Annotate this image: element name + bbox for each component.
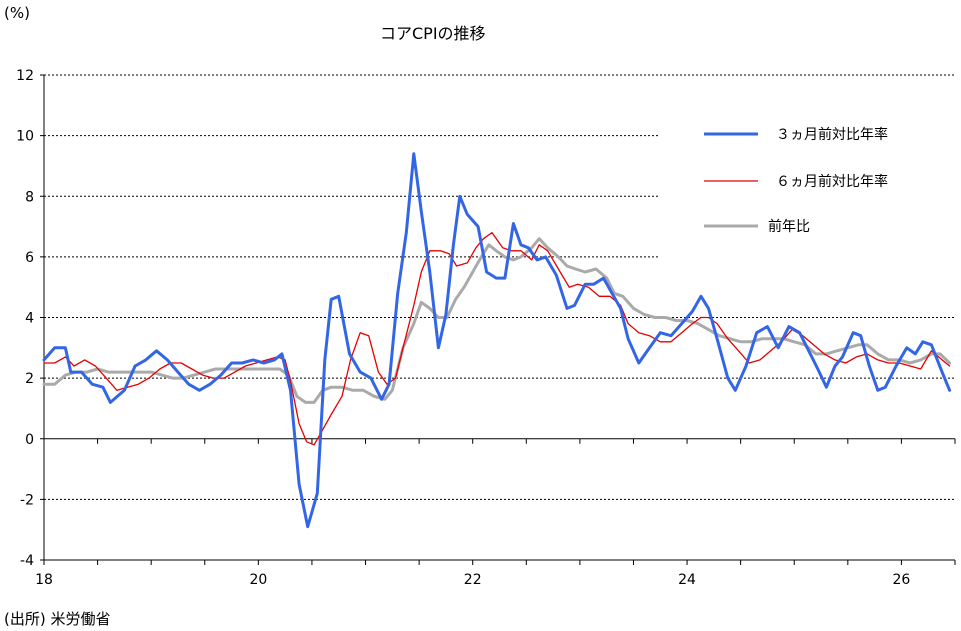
x-tick-label: 22 [464,572,482,588]
series-lines [42,152,952,529]
series-line-2 [42,237,952,404]
x-tick-label: 20 [249,572,267,588]
y-tick-label: -2 [20,492,34,508]
x-tick-label: 24 [678,572,696,588]
legend-label-1: ６ヵ月前対比年率 [776,173,888,190]
series-line-0 [42,152,952,529]
unit-label: (%) [4,4,30,22]
x-axis-tick-labels: 18 20 22 24 26 [35,572,910,588]
gridlines [44,74,955,561]
series-line-1 [43,231,951,446]
source-note: (出所) 米労働省 [4,610,111,628]
y-tick-label: 4 [25,311,34,327]
y-tick-label: 10 [16,129,34,145]
y-tick-label: 2 [25,371,34,387]
y-tick-label: 0 [25,432,34,448]
y-tick-label: 8 [25,189,34,205]
y-tick-label: -4 [20,553,34,569]
y-tick-label: 12 [16,68,34,84]
x-tick-label: 26 [892,572,910,588]
y-axis-tick-labels: -4 -2 2 4 6 8 10 12 0 [16,68,34,569]
x-tick-label: 18 [35,572,53,588]
legend-label-2: 前年比 [768,218,810,235]
y-tick-label: 6 [25,250,34,266]
chart-title: コアCPIの推移 [380,24,486,43]
axes [40,74,956,565]
legend-label-0: ３ヵ月前対比年率 [776,126,888,143]
